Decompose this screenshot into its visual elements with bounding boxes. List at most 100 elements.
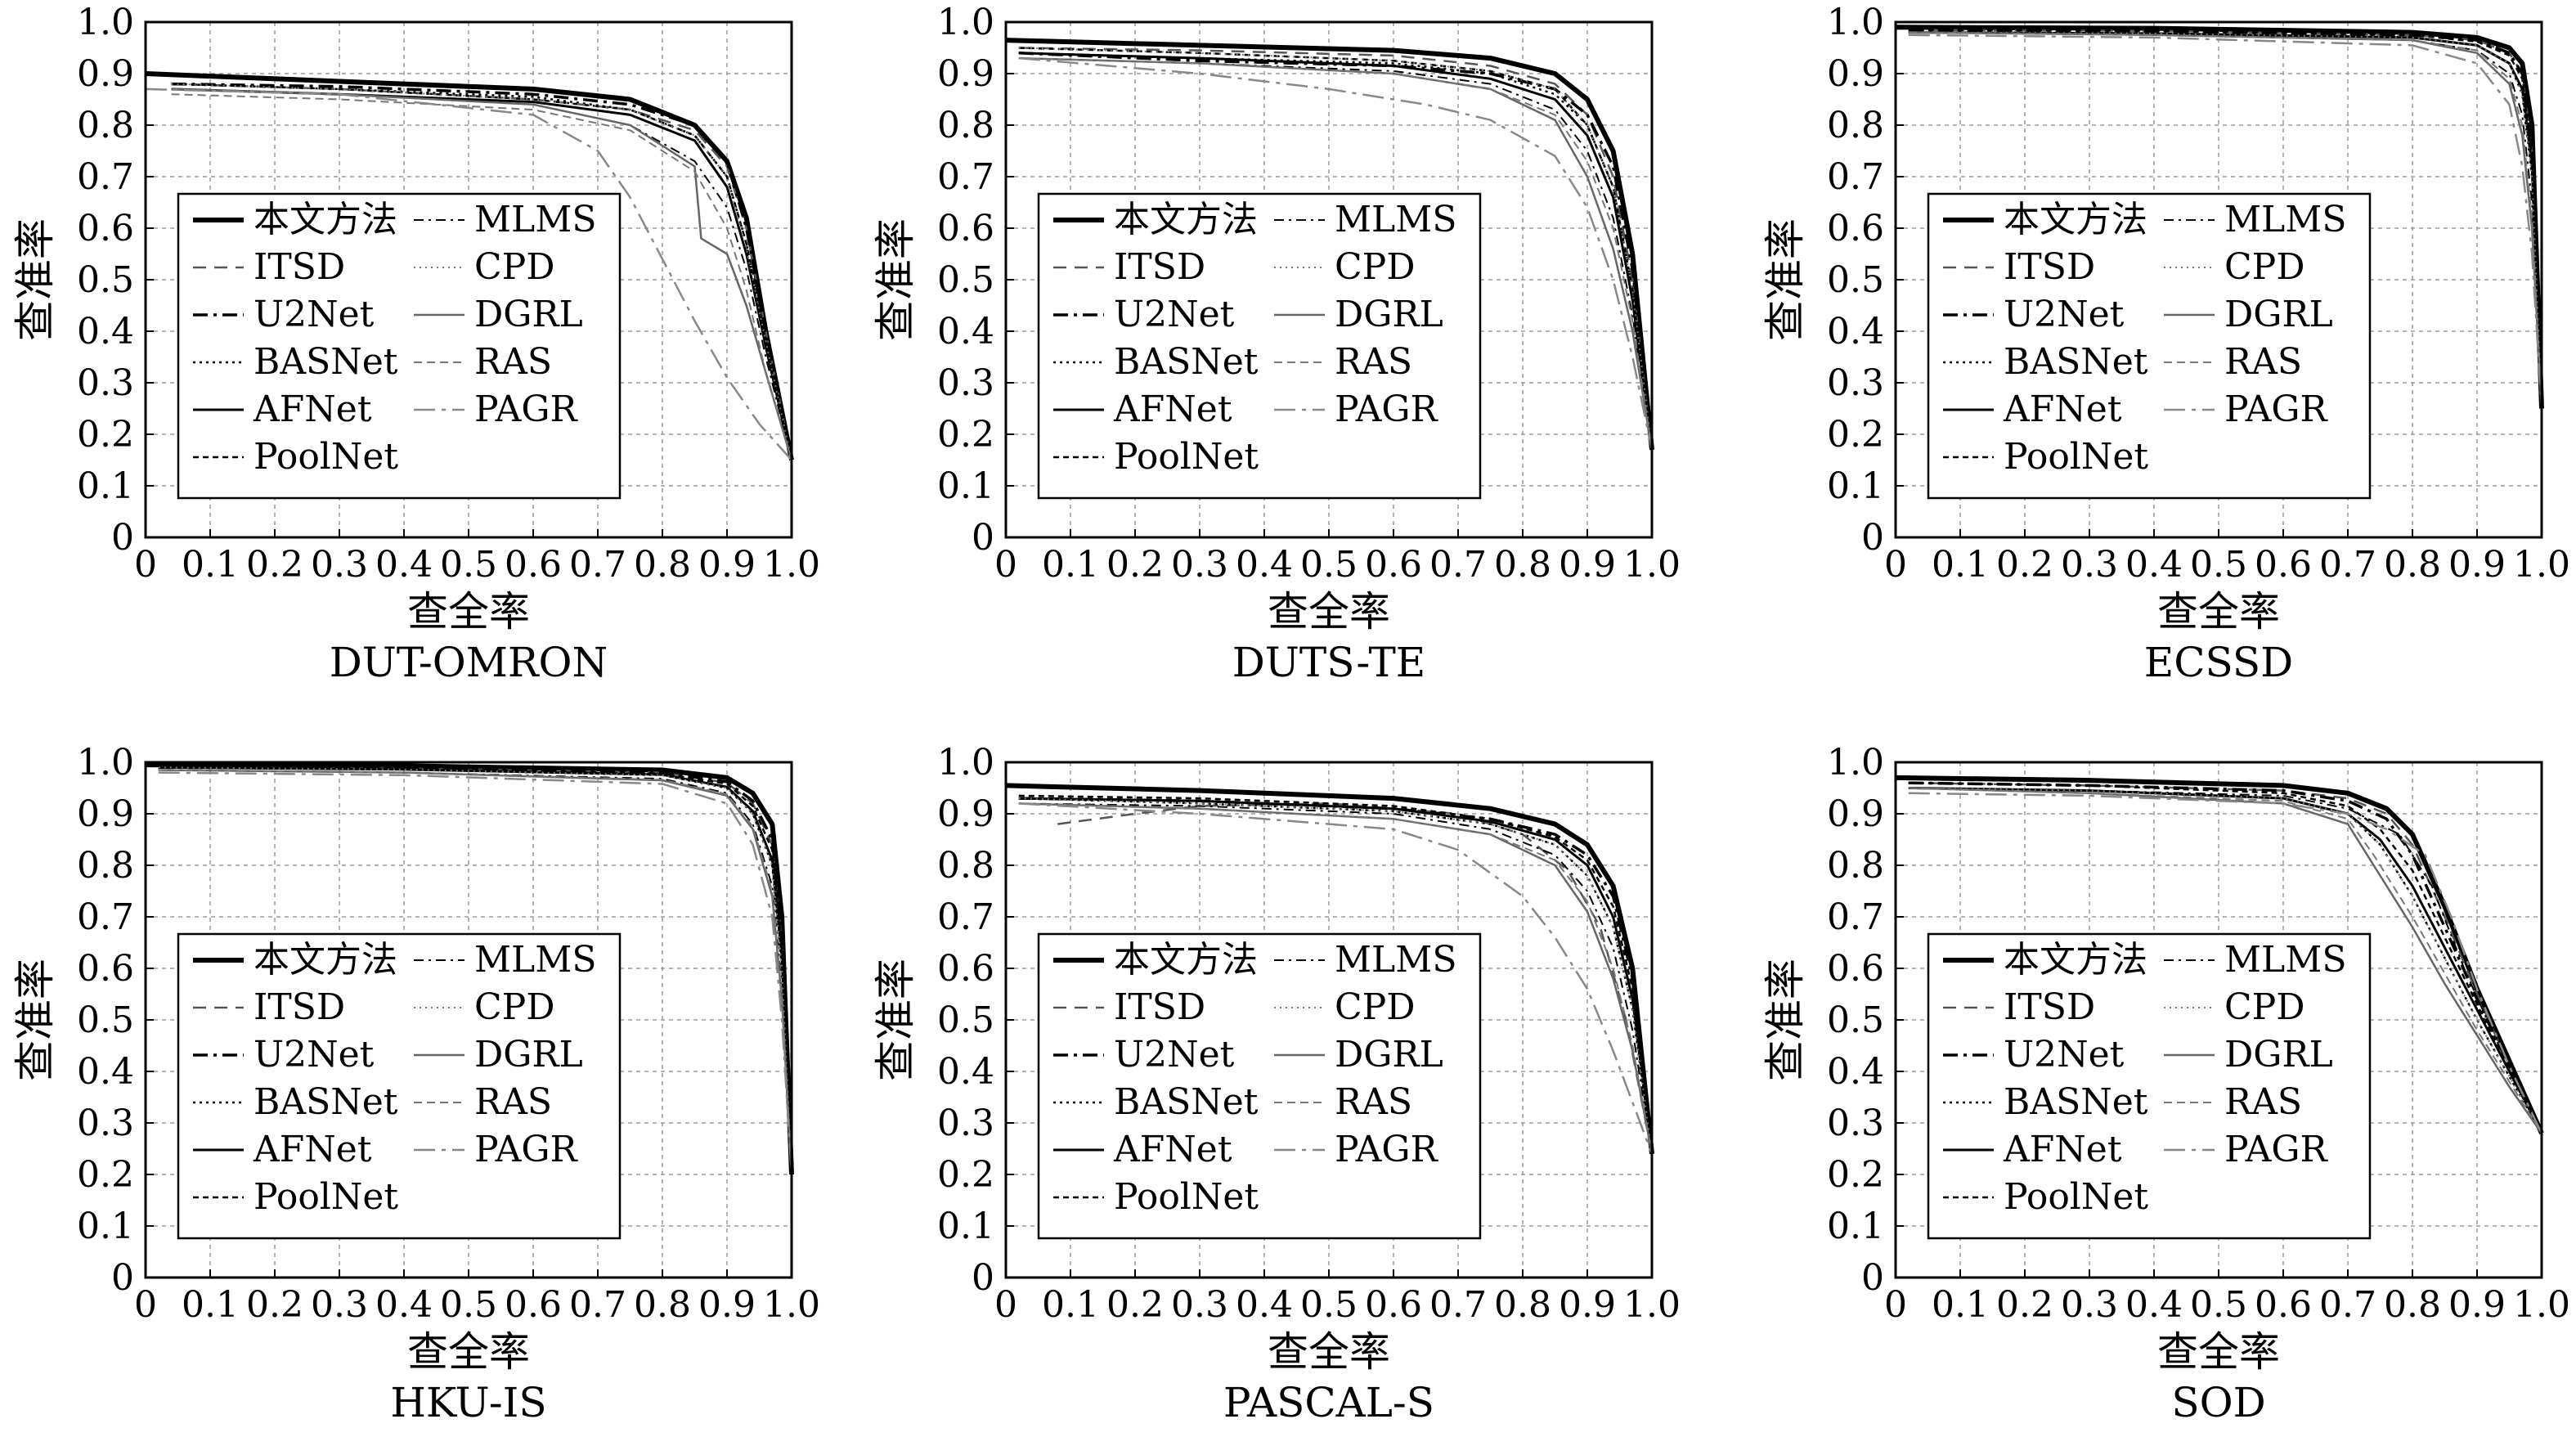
x-tick-label: 0.2: [1106, 1284, 1164, 1326]
series-line-1: [1018, 47, 1654, 451]
x-tick-label: 0.6: [505, 544, 562, 586]
x-tick-label: 0.5: [1300, 544, 1358, 586]
legend-label: RAS: [2224, 1081, 2302, 1123]
legend-label: PAGR: [474, 1129, 578, 1170]
y-tick-label: 0.3: [77, 1102, 134, 1144]
legend-label: PoolNet: [254, 436, 398, 478]
y-tick-label: 0.4: [77, 1051, 134, 1093]
y-tick-label: 0.7: [937, 896, 994, 938]
y-tick-label: 0: [972, 1257, 994, 1299]
series-line-0: [1005, 783, 1654, 1155]
x-tick-label: 0.7: [2319, 544, 2376, 586]
y-tick-label: 0.5: [937, 999, 994, 1041]
legend: 本文方法 ITSD U2Net BASNet AFNet PoolNet MLMS CPD DG…: [1037, 932, 1482, 1240]
x-axis-label: 查全率: [407, 588, 530, 635]
legend-label: PAGR: [474, 388, 578, 430]
legend-label: AFNet: [253, 388, 372, 430]
legend-label: ITSD: [1114, 986, 1205, 1028]
legend-label: PoolNet: [1114, 1176, 1259, 1218]
y-tick-label: 0.5: [937, 259, 994, 301]
y-axis-label: 查准率: [872, 218, 919, 341]
x-tick-label: 0.1: [182, 1284, 239, 1326]
y-tick-label: 0.9: [1827, 53, 1884, 95]
y-tick-label: 0.6: [77, 208, 134, 249]
legend-label: AFNet: [253, 1129, 372, 1170]
legend: 本文方法 ITSD U2Net BASNet AFNet PoolNet MLMS CPD DG…: [1927, 932, 2372, 1240]
y-tick-label: 0: [1861, 1257, 1884, 1299]
legend-label: 本文方法: [2004, 199, 2147, 240]
legend-label: AFNet: [1113, 1129, 1232, 1170]
series-line-10: [158, 771, 793, 1175]
x-tick-label: 0.6: [1365, 1284, 1422, 1326]
y-tick-label: 0.7: [1827, 896, 1884, 938]
legend-label: MLMS: [474, 939, 596, 981]
legend-label: CPD: [474, 246, 555, 288]
legend-label: PoolNet: [254, 1176, 398, 1218]
legend-label: BASNet: [2004, 341, 2148, 383]
legend-label: ITSD: [254, 246, 345, 288]
legend-box: [1037, 932, 1482, 1240]
x-tick-label: 0.7: [1429, 1284, 1487, 1326]
legend-label: DGRL: [1335, 294, 1443, 335]
y-tick-label: 0.8: [937, 105, 994, 146]
y-tick-label: 0.4: [1827, 311, 1884, 353]
x-tick-label: 0: [1884, 1284, 1907, 1326]
x-tick-label: 0.3: [1171, 544, 1228, 586]
y-tick-label: 0.8: [1827, 845, 1884, 887]
legend: 本文方法 ITSD U2Net BASNet AFNet PoolNet MLMS CPD DG…: [177, 192, 622, 500]
y-tick-label: 0.6: [937, 948, 994, 990]
legend-label: BASNet: [254, 1081, 398, 1123]
legend-box: [1927, 192, 2372, 500]
legend-label: PoolNet: [2004, 1176, 2148, 1218]
series-line-5: [171, 83, 793, 460]
legend-label: DGRL: [1335, 1034, 1443, 1076]
x-tick-label: 0.1: [1932, 544, 1989, 586]
y-tick-label: 0.9: [1827, 793, 1884, 835]
legend-label: U2Net: [1114, 294, 1235, 335]
legend-label: PAGR: [1335, 388, 1438, 430]
x-tick-label: 0: [994, 1284, 1017, 1326]
series-line-6: [1018, 802, 1653, 1154]
legend-label: 本文方法: [2004, 939, 2147, 981]
series-line-8: [1908, 787, 2543, 1134]
legend-label: CPD: [2224, 246, 2305, 288]
y-tick-label: 0.4: [937, 1051, 994, 1093]
legend-label: MLMS: [2224, 939, 2346, 981]
x-tick-label: 1.0: [2513, 1284, 2570, 1326]
chart-title: SOD: [2171, 1379, 2265, 1426]
series-line-4: [1018, 797, 1654, 1154]
series-line-7: [1908, 787, 2542, 1134]
chart-panel-pascal-s: 0 0.1 0.2 0.3 0.4 0.5 0.6 0.7 0.8 0.9 1.000.10.20.…: [872, 742, 1681, 1426]
chart-panel-dut-omron: 0 0.1 0.2 0.3 0.4 0.5 0.6 0.7 0.8 0.9 1.000.10.20.…: [11, 2, 820, 686]
y-tick-label: 0.2: [77, 1154, 134, 1196]
legend-label: DGRL: [474, 1034, 583, 1076]
legend: 本文方法 ITSD U2Net BASNet AFNet PoolNet MLMS CPD DG…: [1927, 192, 2372, 500]
x-tick-label: 0.3: [311, 1284, 368, 1326]
x-tick-label: 0.2: [1996, 1284, 2053, 1326]
legend-label: CPD: [1335, 246, 1416, 288]
x-tick-label: 0.7: [569, 544, 626, 586]
x-tick-label: 0.8: [634, 544, 691, 586]
y-axis-label: 查准率: [1761, 218, 1809, 341]
y-tick-label: 1.0: [937, 742, 994, 784]
x-tick-label: 0.4: [1236, 544, 1293, 586]
chart-title: PASCAL-S: [1223, 1379, 1434, 1426]
legend-label: U2Net: [254, 1034, 375, 1076]
x-tick-label: 0.3: [311, 544, 368, 586]
y-tick-label: 0.5: [77, 259, 134, 301]
legend-label: MLMS: [2224, 199, 2346, 240]
x-tick-label: 0.8: [634, 1284, 691, 1326]
y-tick-label: 0: [972, 517, 994, 559]
series-line-7: [1018, 797, 1653, 1154]
x-axis-label: 查全率: [407, 1328, 530, 1376]
y-tick-label: 0.6: [77, 948, 134, 990]
y-tick-label: 0.8: [77, 105, 134, 146]
y-tick-label: 0.7: [1827, 156, 1884, 198]
y-tick-label: 0.2: [77, 414, 134, 456]
legend-label: AFNet: [2003, 1129, 2122, 1170]
x-tick-label: 1.0: [2513, 544, 2570, 586]
x-tick-label: 1.0: [1623, 544, 1681, 586]
y-tick-label: 0.7: [77, 896, 134, 938]
legend-label: MLMS: [474, 199, 596, 240]
legend-label: RAS: [1335, 341, 1412, 383]
